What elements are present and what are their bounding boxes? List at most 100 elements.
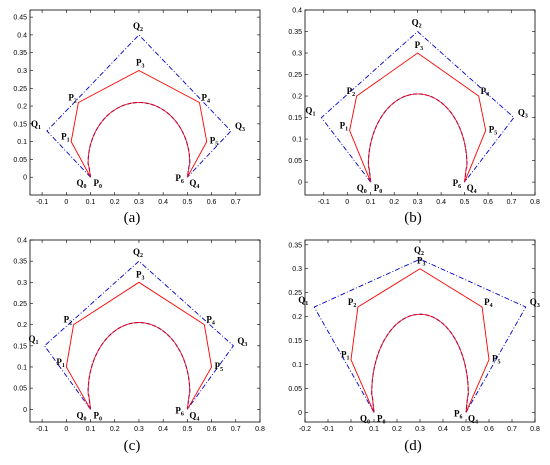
p0-label: P0 <box>94 178 103 190</box>
y-tick-label: 0.1 <box>292 362 302 369</box>
curve-p <box>87 322 191 410</box>
q-subscript: 2 <box>140 253 143 259</box>
x-tick-label: 0.1 <box>86 199 96 206</box>
y-tick-label: 0.35 <box>288 29 302 36</box>
p-control-polygon <box>349 52 487 183</box>
y-tick-label: 0.3 <box>17 68 27 75</box>
p-letter: P <box>340 120 346 130</box>
x-tick-label: -0.1 <box>36 426 48 433</box>
p-subscript: 6 <box>181 411 184 417</box>
p6-label: P6 <box>453 178 462 190</box>
x-tick-label: 0.1 <box>86 426 96 433</box>
q-subscript: 2 <box>419 24 422 30</box>
curve-p <box>371 313 469 413</box>
x-tick-label: 0.8 <box>255 426 265 433</box>
p-subscript: 4 <box>486 92 489 98</box>
p-subscript: 5 <box>220 367 223 373</box>
y-tick-label: 0.2 <box>292 94 302 101</box>
curve-p <box>87 102 191 178</box>
x-tick-label: 0.7 <box>231 426 241 433</box>
q3-label: Q3 <box>530 297 540 309</box>
p3-label: P3 <box>136 269 145 281</box>
p-letter: P <box>94 178 100 188</box>
caption-c: (c) <box>123 438 141 454</box>
p1-label: P1 <box>341 350 350 362</box>
p-letter: P <box>68 93 74 103</box>
y-tick-label: 0.25 <box>288 290 302 297</box>
q-subscript: 1 <box>305 301 308 307</box>
q-letter: Q <box>29 334 36 344</box>
p1-label: P1 <box>61 132 70 144</box>
q1-label: Q1 <box>305 106 315 118</box>
x-tick-label: 0.7 <box>507 426 517 433</box>
x-tick-label: 0.4 <box>158 199 168 206</box>
q0-label: Q0 <box>77 410 87 422</box>
p-subscript: 1 <box>345 126 348 132</box>
y-tick-label: 0.4 <box>292 8 302 15</box>
y-tick-label: 0.4 <box>17 238 27 245</box>
x-tick-label: 0.1 <box>366 199 376 206</box>
q-letter: Q <box>357 183 364 193</box>
q-letter: Q <box>133 21 140 31</box>
x-tick-label: 0.2 <box>392 426 402 433</box>
q-letter: Q <box>189 178 196 188</box>
y-tick-label: 0.1 <box>17 364 27 371</box>
caption-b: (b) <box>404 210 422 226</box>
y-tick-label: 0.15 <box>13 121 27 128</box>
p-letter: P <box>341 350 347 360</box>
q-letter: Q <box>77 410 84 420</box>
p-subscript: 0 <box>383 419 386 425</box>
x-tick-label: 0.2 <box>110 199 120 206</box>
p-letter: P <box>415 40 421 50</box>
q-subscript: 0 <box>367 419 370 425</box>
p-subscript: 2 <box>353 303 356 309</box>
p-control-polygon <box>350 268 490 413</box>
p-subscript: 0 <box>99 184 102 190</box>
p2-label: P2 <box>64 315 73 327</box>
caption-a: (a) <box>123 210 141 226</box>
q2-label: Q2 <box>414 245 424 257</box>
p-subscript: 1 <box>347 356 350 362</box>
p-subscript: 4 <box>207 99 210 105</box>
q0-label: Q0 <box>360 413 370 425</box>
q-letter: Q <box>31 119 38 129</box>
x-tick-label: 0.7 <box>231 199 241 206</box>
y-tick-label: 0 <box>23 175 27 182</box>
q0-label: Q0 <box>77 178 87 190</box>
q-subscript: 1 <box>38 125 41 131</box>
chart-d: -0.2 -0.1 0 0.1 0.2 0.3 0.4 0.5 0.6 0.7 0.800.050.… <box>288 239 540 433</box>
q-letter: Q <box>360 413 367 423</box>
axes-box <box>304 9 536 196</box>
q-subscript: 1 <box>312 112 315 118</box>
q-letter: Q <box>237 336 244 346</box>
q-subscript: 4 <box>475 419 478 425</box>
p3-label: P3 <box>136 57 145 69</box>
p-subscript: 0 <box>379 189 382 195</box>
panel-b: -0.1 0 0.1 0.2 0.3 0.4 0.5 0.6 0.7 0.8 0 0.05 0.1 0.1… <box>275 0 550 232</box>
curve-q <box>87 101 191 178</box>
panel-d: -0.2 -0.1 0 0.1 0.2 0.3 0.4 0.5 0.6 0.7 0.8 0 0.05 0.… <box>275 232 550 465</box>
p-letter: P <box>454 408 460 418</box>
panel-c: -0.1 0 0.1 0.2 0.3 0.4 0.5 0.6 0.7 0.8 0 0.05 0.1 0.1… <box>0 232 275 465</box>
p4-label: P4 <box>206 315 215 327</box>
y-tick-label: 0.25 <box>13 301 27 308</box>
p-subscript: 3 <box>141 275 144 281</box>
q-control-polygon <box>320 30 515 183</box>
q-control-polygon <box>313 258 527 413</box>
x-tick-label: 0.3 <box>413 199 423 206</box>
q4-label: Q4 <box>467 183 477 195</box>
p6-label: P6 <box>175 173 184 185</box>
x-tick-label: 0.1 <box>369 426 379 433</box>
q-letter: Q <box>189 410 196 420</box>
p-subscript: 1 <box>62 363 65 369</box>
p1-label: P1 <box>340 120 349 132</box>
x-tick-label: 0.5 <box>461 426 471 433</box>
p3-label: P3 <box>415 40 424 52</box>
p-letter: P <box>64 315 70 325</box>
panel-a: -0.1 0 0.1 0.2 0.3 0.4 0.5 0.6 0.7 0 0.05 0.1 0.15 0.… <box>0 0 275 232</box>
x-tick-label: -0.2 <box>299 426 311 433</box>
q-control-polygon <box>46 34 232 178</box>
q-letter: Q <box>518 108 525 118</box>
q-letter: Q <box>468 413 475 423</box>
q-letter: Q <box>235 121 242 131</box>
